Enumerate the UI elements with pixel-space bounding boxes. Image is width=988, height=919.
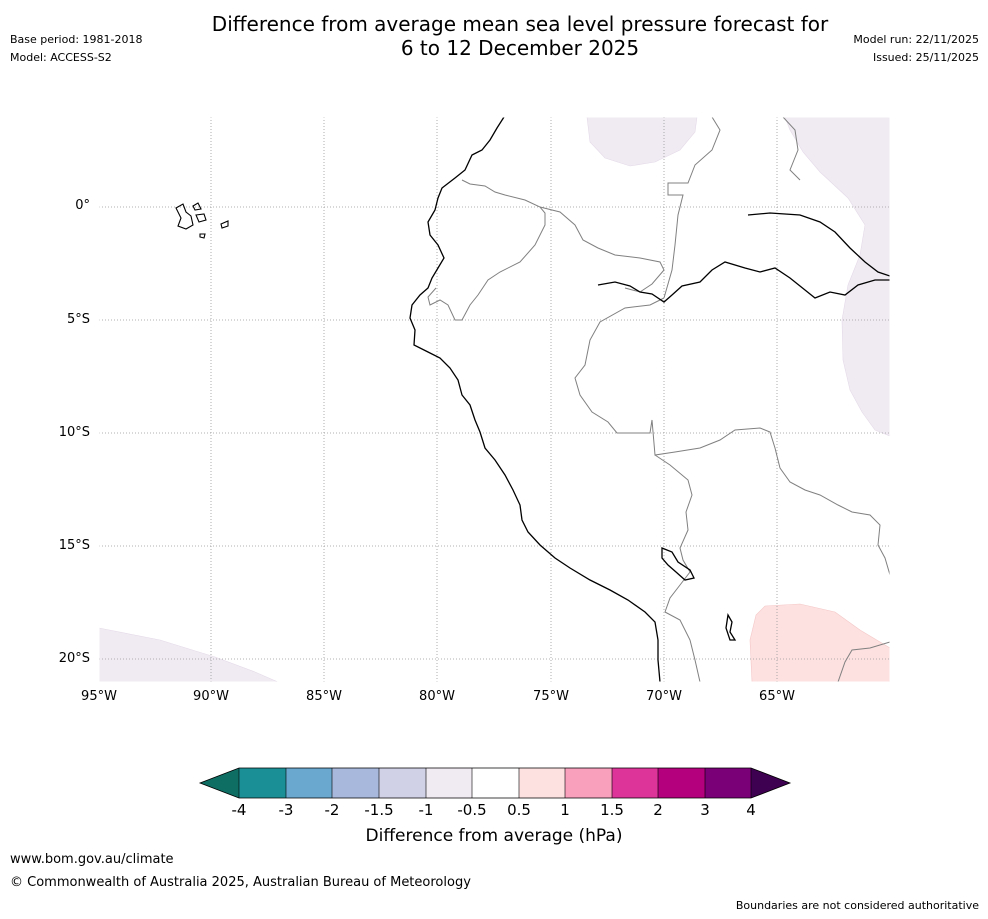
colorbar-cell-3 (332, 768, 379, 798)
island-isabela (175, 203, 194, 230)
neg-anomaly-region-southwest (99, 627, 279, 682)
meta-left: Base period: 1981-2018 Model: ACCESS-S2 (10, 31, 142, 67)
lat-label-20s: 20°S (58, 651, 90, 666)
border-colombia-venezuela (539, 206, 665, 293)
lon-label-90w: 90°W (193, 689, 229, 704)
colorbar-tick-label: -4 (231, 801, 247, 819)
border-brazil-venezuela (782, 117, 801, 181)
colorbar-tick-label: 4 (746, 801, 756, 819)
colorbar-cell-4 (379, 768, 426, 798)
island-santa-cruz (195, 213, 207, 223)
colorbar-tick-label: 1 (560, 801, 570, 819)
galapagos-islands (175, 202, 229, 239)
colorbar-title: Difference from average (hPa) (365, 826, 623, 846)
model-name: Model: ACCESS-S2 (10, 51, 112, 64)
border-chile-bolivia (664, 611, 701, 682)
coast-lake-poopo (725, 613, 737, 641)
colorbar-tick-label: -2 (324, 801, 340, 819)
meta-right: Model run: 22/11/2025 Issued: 25/11/2025 (853, 31, 979, 67)
colorbar-cell-10 (658, 768, 705, 798)
border-colombia-ecuador (427, 179, 546, 321)
lat-label-15s: 15°S (58, 538, 90, 553)
colorbar-cell-9 (612, 768, 658, 798)
map-title: Difference from average mean sea level p… (0, 12, 988, 60)
lon-label-65w: 65°W (759, 689, 795, 704)
lon-label-80w: 80°W (419, 689, 455, 704)
border-peru-bolivia (654, 454, 693, 613)
footer-copyright: © Commonwealth of Australia 2025, Austra… (10, 875, 471, 890)
coast-rio-negro (747, 212, 890, 277)
footer-link[interactable]: www.bom.gov.au/climate (10, 852, 174, 867)
colorbar-cell-8 (565, 768, 612, 798)
coastlines (409, 117, 890, 682)
colorbar-cell-1 (239, 768, 286, 798)
border-colombia-brazil (663, 117, 721, 299)
map-frame (98, 116, 891, 683)
island-floreana (199, 233, 206, 239)
colorbar-cell-5 (426, 768, 472, 798)
map-area (99, 117, 890, 682)
colorbar-dividers (238, 768, 752, 798)
coast-amazon-river (597, 261, 890, 303)
colorbar-cell-7 (519, 768, 565, 798)
title-line-1: Difference from average mean sea level p… (211, 12, 829, 36)
coast-lake-titicaca (661, 547, 695, 581)
coast-pacific-south-america (409, 117, 661, 682)
issued-date: Issued: 25/11/2025 (872, 51, 979, 64)
lat-label-5s: 5°S (66, 312, 90, 327)
map-background (99, 117, 890, 682)
neg-anomaly-region-north (586, 117, 698, 167)
colorbar-tick-label: 3 (700, 801, 710, 819)
pos-anomaly-region-southeast (749, 603, 890, 682)
colorbar-tick-label: -0.5 (457, 801, 487, 819)
colorbar-tick-label: 2 (653, 801, 663, 819)
colorbar-tick-label: 1.5 (600, 801, 624, 819)
colorbar-cell-min-extend (200, 768, 239, 798)
colorbar-cell-11 (705, 768, 751, 798)
lon-label-95w: 95°W (81, 689, 117, 704)
border-brazil-peru (574, 297, 890, 576)
colorbar-tick-label: -3 (278, 801, 294, 819)
colorbar-cell-6 (472, 768, 519, 798)
title-line-2: 6 to 12 December 2025 (400, 36, 640, 60)
national-borders (427, 117, 890, 682)
footer-disclaimer: Boundaries are not considered authoritat… (735, 899, 979, 912)
border-chile-argentina (837, 641, 890, 682)
lon-label-85w: 85°W (306, 689, 342, 704)
colorbar-tick-label: 0.5 (507, 801, 531, 819)
base-period: Base period: 1981-2018 (10, 33, 143, 46)
colorbar-cell-max-extend (751, 768, 790, 798)
island-santiago (192, 202, 202, 211)
lon-label-75w: 75°W (533, 689, 569, 704)
colorbar-tick-label: -1.5 (364, 801, 394, 819)
model-run: Model run: 22/11/2025 (853, 33, 979, 46)
lon-label-70w: 70°W (646, 689, 682, 704)
colorbar (198, 767, 792, 799)
graticule (99, 117, 890, 682)
lat-label-10s: 10°S (58, 425, 90, 440)
lat-label-0: 0° (75, 198, 90, 213)
colorbar-cell-2 (286, 768, 332, 798)
colorbar-tick-label: -1 (418, 801, 434, 819)
island-san-cristobal (220, 220, 229, 229)
